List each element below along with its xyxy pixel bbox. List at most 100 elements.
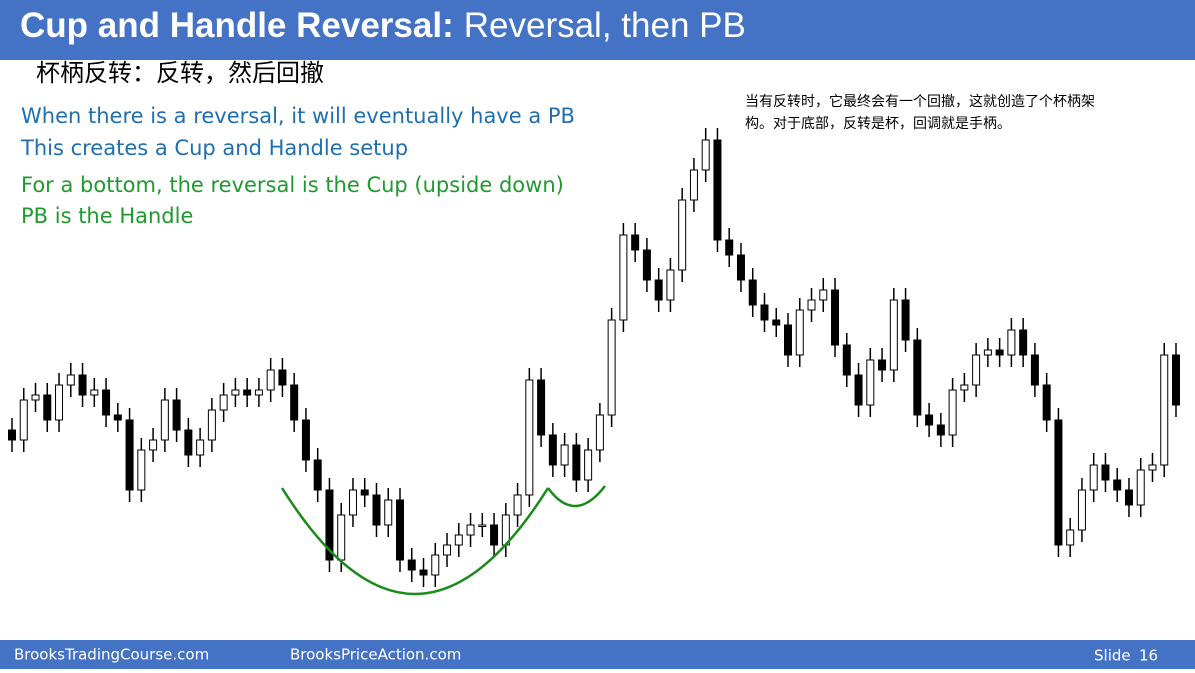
candle-body — [1113, 479, 1122, 491]
title: Cup and Handle Reversal: Reversal, then P… — [20, 6, 746, 45]
candle-body — [1030, 354, 1039, 386]
candle-body — [278, 369, 287, 386]
candle-body — [795, 309, 804, 356]
candle-body — [936, 424, 945, 436]
candle-body — [348, 489, 357, 516]
cup-arc — [280, 487, 550, 596]
candle-body — [231, 389, 240, 396]
candle-body — [1019, 329, 1028, 356]
candle-body — [43, 394, 52, 421]
candle-body — [572, 444, 581, 481]
candle-body — [490, 524, 499, 546]
candle-body — [866, 359, 875, 406]
candle-body — [149, 439, 158, 451]
candle-body — [313, 459, 322, 491]
candle-body — [678, 199, 687, 271]
candle-body — [584, 449, 593, 481]
candle-body — [983, 349, 992, 356]
candle-body — [666, 269, 675, 301]
candle-body — [1124, 489, 1133, 506]
candle-body — [102, 389, 111, 416]
candle-body — [207, 409, 216, 441]
candle-body — [701, 139, 710, 171]
candle-body — [537, 379, 546, 436]
subtitle-cn: 杯柄反转：反转，然后回撤 — [36, 59, 324, 87]
candle-body — [854, 374, 863, 406]
candle-body — [196, 439, 205, 456]
candle-body — [748, 279, 757, 306]
candle-body — [19, 399, 28, 441]
footer-middle: BrooksPriceAction.com — [290, 646, 461, 664]
title-rest: Reversal, then PB — [464, 6, 746, 45]
candle-body — [325, 489, 334, 561]
candle-body — [8, 429, 16, 441]
candle-body — [443, 544, 452, 556]
candle-body — [66, 374, 75, 386]
candle-body — [619, 234, 628, 321]
candle-body — [995, 349, 1004, 356]
candle-body — [1007, 329, 1016, 356]
candle-body — [419, 569, 428, 576]
candle-body — [642, 249, 651, 281]
notes: When there is a reversal, it will eventu… — [20, 104, 575, 228]
candle-body — [772, 319, 781, 326]
candle-body — [1160, 354, 1169, 466]
candle-body — [784, 324, 792, 356]
candle-body — [360, 489, 369, 496]
candle-body — [113, 414, 122, 421]
candle-body — [819, 289, 828, 301]
candle-body — [901, 299, 910, 341]
candle-body — [631, 234, 640, 251]
candle-body — [654, 279, 663, 301]
slide-label: Slide — [1094, 647, 1131, 665]
header-bar — [0, 0, 1195, 60]
candle-body — [595, 414, 604, 451]
candle-body — [31, 394, 40, 401]
candle-body — [925, 414, 934, 426]
candlestick-chart — [8, 128, 1180, 587]
candle-body — [889, 299, 898, 371]
note-line: PB is the Handle — [21, 204, 193, 228]
candle-body — [337, 514, 346, 561]
candle-body — [172, 399, 181, 431]
candle-body — [407, 559, 416, 571]
candle-body — [513, 494, 522, 516]
candle-body — [219, 394, 228, 411]
candle-body — [713, 139, 722, 241]
candle-body — [266, 369, 275, 391]
candle-body — [1042, 384, 1051, 421]
title-bold: Cup and Handle Reversal: — [20, 6, 454, 45]
candle-body — [478, 524, 487, 527]
candle-body — [125, 419, 134, 491]
candle-body — [431, 554, 440, 576]
candle-body — [243, 389, 252, 396]
candle-body — [137, 449, 146, 491]
candle-body — [466, 524, 475, 536]
candle-body — [972, 354, 981, 386]
note-cn: 当有反转时，它最终会有一个回撤，这就创造了个杯柄架 — [745, 93, 1095, 110]
candle-body — [301, 419, 310, 461]
candle-body — [548, 434, 557, 466]
candle-body — [1172, 354, 1180, 406]
candle-body — [960, 384, 969, 391]
candle-body — [607, 319, 616, 416]
note-line: This creates a Cup and Handle setup — [20, 136, 408, 160]
candle-body — [725, 239, 734, 256]
candle-body — [1066, 529, 1075, 546]
footer-left: BrooksTradingCourse.com — [14, 646, 209, 664]
candle-body — [560, 444, 569, 466]
candle-body — [689, 169, 698, 201]
candle-body — [1136, 469, 1145, 506]
candle-body — [1089, 464, 1098, 491]
candle-body — [372, 494, 381, 526]
candle-body — [396, 499, 404, 561]
note-line: For a bottom, the reversal is the Cup (u… — [21, 173, 564, 197]
candle-body — [254, 389, 263, 396]
candle-body — [948, 389, 957, 436]
candle-body — [78, 374, 87, 396]
candle-body — [90, 389, 99, 396]
candle-body — [1101, 464, 1110, 481]
candle-body — [1077, 489, 1086, 531]
